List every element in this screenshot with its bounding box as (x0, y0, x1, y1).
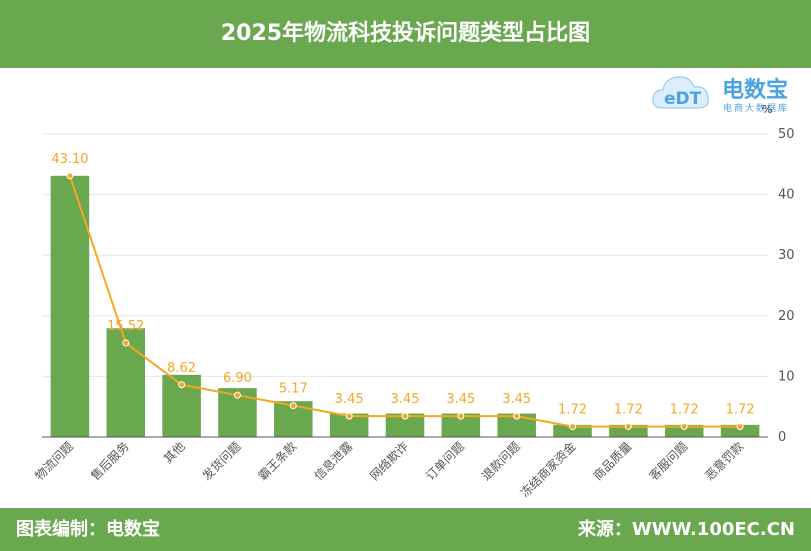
line-point (66, 172, 74, 180)
line-point (680, 423, 688, 431)
bar (50, 175, 90, 437)
data-label: 43.10 (51, 152, 88, 167)
axis-layer: 0 10 20 30 40 50 物流问题 售后服务 其他 发货问题 霸王条款 信息泄露 网络欺诈 订单问… (32, 127, 794, 500)
label-layer: 43.10 15.52 8.62 6.90 5.17 3.45 3.45 3.45 3.45 1.… (51, 152, 754, 418)
cloud-logo-icon: eDT (652, 76, 709, 109)
line-point (401, 412, 409, 420)
logo-subtitle: 电商大数据库 (723, 104, 790, 114)
bar (385, 413, 425, 437)
line-point (178, 381, 186, 389)
footer-bar: 图表编制：电数宝 来源：WWW.100EC.CN (0, 508, 811, 551)
logo-brand: 电数宝 (722, 78, 789, 103)
x-tick-label: 信息泄露 (311, 439, 356, 484)
bar-line-chart: 43.10 15.52 8.62 6.90 5.17 3.45 3.45 3.45 3.45 1.… (32, 127, 794, 500)
chart-title: 2025年物流科技投诉问题类型占比图 (220, 21, 591, 46)
line-point (624, 423, 632, 431)
x-tick-label: 商品质量 (590, 439, 635, 484)
y-tick-label: 50 (778, 127, 795, 142)
y-tick-label: 30 (778, 248, 795, 263)
data-label: 5.17 (279, 382, 308, 397)
y-tick-label: 20 (778, 309, 795, 324)
x-tick-label: 物流问题 (32, 439, 76, 483)
bar (441, 413, 481, 437)
x-tick-label: 发货问题 (199, 439, 244, 484)
x-tick-label: 售后服务 (87, 439, 132, 484)
x-tick-label: 客服问题 (646, 439, 691, 484)
x-tick-label: 订单问题 (423, 439, 467, 483)
logo-mark: eDT (664, 89, 702, 109)
x-tick-label: 冻结商家资金 (517, 439, 579, 501)
line-point (233, 391, 241, 399)
line-point (736, 423, 744, 431)
y-tick-label: 40 (778, 188, 795, 203)
data-label: 8.62 (167, 361, 196, 376)
y-axis-unit: % (762, 103, 773, 116)
bar (720, 424, 760, 437)
line-point (569, 423, 577, 431)
y-tick-label: 0 (778, 430, 786, 445)
line-point (513, 412, 521, 420)
x-tick-label: 网络欺诈 (367, 439, 412, 484)
data-label: 6.90 (223, 371, 252, 386)
data-label: 3.45 (446, 392, 475, 407)
data-label: 3.45 (391, 392, 420, 407)
bar (664, 424, 704, 437)
line-point (457, 412, 465, 420)
header-bar: 2025年物流科技投诉问题类型占比图 (0, 0, 811, 68)
bar (609, 424, 648, 437)
line-point (289, 402, 297, 410)
line-layer (66, 172, 744, 431)
bar (497, 413, 536, 437)
x-tick-label: 恶意罚款 (702, 439, 747, 484)
data-label: 1.72 (558, 403, 587, 418)
footer-compiler: 图表编制：电数宝 (16, 519, 160, 540)
data-label: 3.45 (502, 392, 531, 407)
bar (329, 413, 369, 437)
data-label: 1.72 (726, 403, 755, 418)
data-label: 1.72 (670, 403, 699, 418)
x-tick-label: 退款问题 (479, 439, 523, 483)
line-point (122, 339, 130, 347)
logo: eDT 电数宝 电商大数据库 (650, 70, 810, 120)
data-label: 1.72 (614, 403, 643, 418)
x-tick-label: 其他 (161, 439, 188, 466)
y-tick-label: 10 (778, 369, 795, 384)
data-label: 3.45 (335, 392, 364, 407)
data-label: 15.52 (107, 319, 144, 334)
x-tick-label: 霸王条款 (256, 439, 300, 483)
bar (553, 424, 592, 437)
grid-layer (42, 133, 768, 377)
footer-source: 来源：WWW.100EC.CN (577, 519, 795, 540)
line-point (345, 412, 353, 420)
